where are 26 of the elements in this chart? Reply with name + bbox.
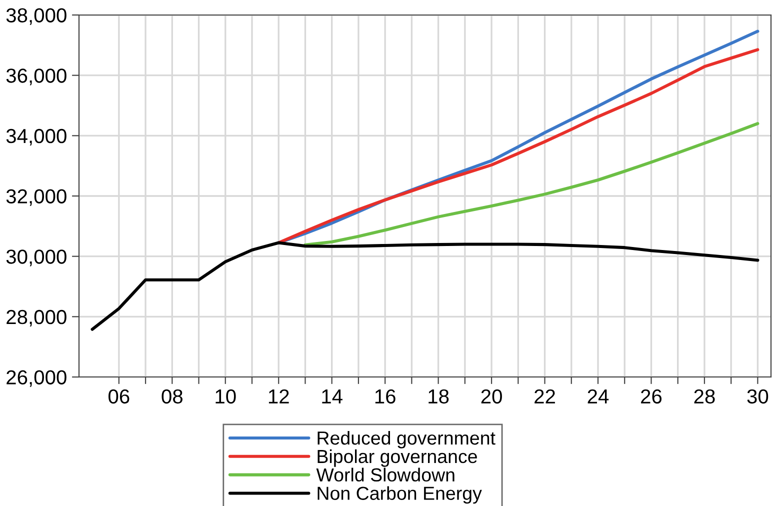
line-series [90,241,760,331]
x-tick-label: 10 [216,389,236,404]
x-tick-label: 26 [641,389,662,404]
y-tick-label: 26,000 [6,370,66,387]
x-tick-label: 22 [534,389,555,404]
y-tick-label: 32,000 [6,189,66,206]
y-tick-label: 38,000 [6,8,66,25]
legend-label: Non Carbon Energy [318,486,482,504]
line-series [304,122,760,246]
y-tick-label: 28,000 [6,310,66,327]
x-tick-label: 14 [322,390,342,404]
x-tick-label: 28 [694,389,715,404]
x-tick-label: 18 [428,389,449,404]
legend-label: World Slowdown [316,468,454,482]
x-tick-label: 12 [268,389,289,404]
x-tick-label: 06 [108,389,130,404]
x-tick-label: 08 [162,389,182,404]
x-tick-label: 16 [375,389,396,404]
x-tick-label: 20 [481,389,502,404]
legend-label: Reduced government [318,430,496,448]
y-tick-label: 36,000 [6,68,66,86]
y-tick-label: 30,000 [6,250,66,266]
x-tick-label: 24 [588,389,609,404]
x-tick-label: 30 [747,389,768,404]
y-tick-label: 34,000 [6,128,66,146]
legend-label: Bipolar governance [318,449,477,467]
